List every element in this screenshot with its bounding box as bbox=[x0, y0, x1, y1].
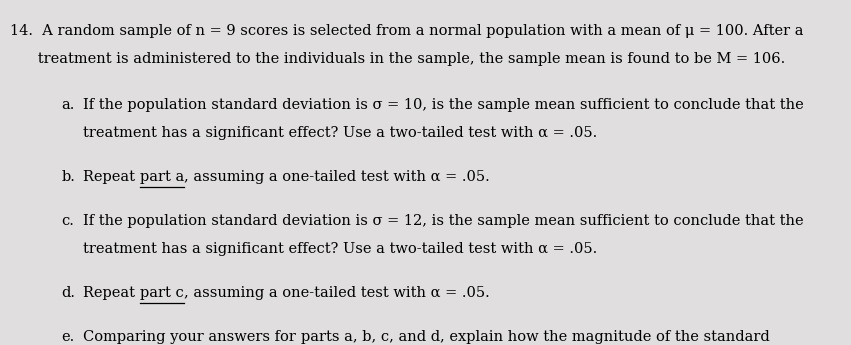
Text: part c: part c bbox=[140, 286, 184, 300]
Text: b.: b. bbox=[61, 170, 75, 184]
Text: Repeat: Repeat bbox=[83, 286, 140, 300]
Text: Repeat: Repeat bbox=[83, 170, 140, 184]
Text: c.: c. bbox=[61, 214, 74, 228]
Text: part a: part a bbox=[140, 170, 185, 184]
Text: , explain how the magnitude of the standard: , explain how the magnitude of the stand… bbox=[440, 330, 770, 344]
Text: , assuming a one-tailed test with α = .05.: , assuming a one-tailed test with α = .0… bbox=[185, 170, 490, 184]
Text: treatment is administered to the individuals in the sample, the sample mean is f: treatment is administered to the individ… bbox=[10, 52, 785, 67]
Text: e.: e. bbox=[61, 330, 75, 344]
Text: 14.  A random sample of n = 9 scores is selected from a normal population with a: 14. A random sample of n = 9 scores is s… bbox=[10, 24, 803, 38]
Text: d.: d. bbox=[61, 286, 75, 300]
Text: treatment has a significant effect? Use a two-tailed test with α = .05.: treatment has a significant effect? Use … bbox=[83, 242, 597, 256]
Text: parts a, b, c, and d: parts a, b, c, and d bbox=[301, 330, 440, 344]
Text: If the population standard deviation is σ = 10, is the sample mean sufficient to: If the population standard deviation is … bbox=[83, 98, 804, 112]
Text: treatment has a significant effect? Use a two-tailed test with α = .05.: treatment has a significant effect? Use … bbox=[83, 126, 597, 140]
Text: Comparing your answers for: Comparing your answers for bbox=[83, 330, 301, 344]
Text: If the population standard deviation is σ = 12, is the sample mean sufficient to: If the population standard deviation is … bbox=[83, 214, 804, 228]
Text: , assuming a one-tailed test with α = .05.: , assuming a one-tailed test with α = .0… bbox=[184, 286, 489, 300]
Text: a.: a. bbox=[61, 98, 75, 112]
